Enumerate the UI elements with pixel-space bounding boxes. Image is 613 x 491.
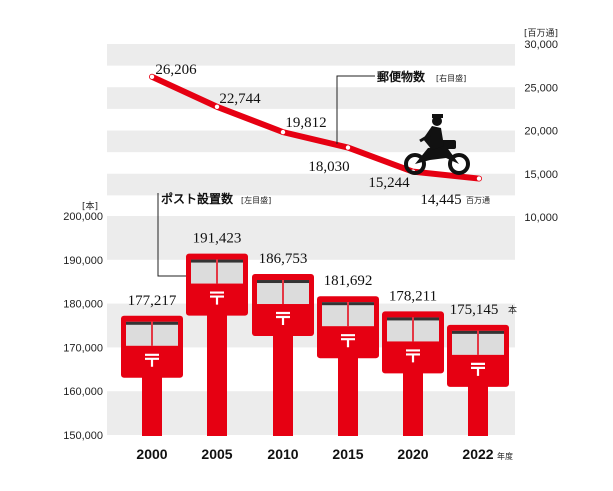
- line-series-axis-note: [右目盛]: [436, 73, 466, 83]
- bar-box-slot: [414, 317, 439, 321]
- bar-unit: 本: [508, 304, 517, 316]
- post-mark-icon: [341, 334, 355, 348]
- right-axis-unit: [百万通]: [524, 28, 558, 39]
- line-series-leader: [336, 75, 375, 144]
- post-mark-icon: [210, 291, 224, 305]
- bar-box-slot: [349, 302, 374, 306]
- left-axis-tick: 170,000: [63, 342, 103, 354]
- bar-value-label: 178,211: [389, 288, 437, 304]
- x-tick-label: 2010: [267, 446, 298, 462]
- bar-box-slot: [387, 317, 412, 321]
- line-value-label: 15,244: [368, 175, 410, 191]
- bar-box-slot: [452, 330, 477, 334]
- bar-box-slot: [284, 280, 309, 284]
- post-mark-icon: [145, 353, 159, 367]
- line-value-label: 26,206: [155, 62, 197, 78]
- bar-box-slot: [153, 321, 178, 325]
- line-point: [149, 74, 155, 80]
- bar-box-divider: [347, 302, 349, 327]
- bar-box-divider: [412, 317, 414, 342]
- bar-mailbox-2015: [317, 296, 379, 436]
- post-mark-icon: [406, 349, 420, 363]
- x-tick-label: 2022: [462, 446, 493, 462]
- left-axis-tick: 160,000: [63, 386, 103, 398]
- bar-mailbox-2022: [447, 324, 509, 436]
- bar-box-divider: [151, 321, 153, 346]
- line-value-label: 19,812: [285, 115, 326, 131]
- line-point: [476, 176, 482, 181]
- left-axis-unit: [本]: [82, 200, 98, 212]
- left-axis-tick: 180,000: [63, 299, 103, 311]
- line-point: [214, 104, 220, 109]
- grid-band: [107, 216, 515, 260]
- bar-post: [468, 384, 488, 436]
- bar-box-slot: [257, 280, 282, 284]
- bar-value-label: 177,217: [128, 293, 177, 309]
- bar-box-slot: [218, 259, 243, 263]
- bar-box-slot: [322, 302, 347, 306]
- bar-series-axis-note: [左目盛]: [241, 195, 271, 205]
- bar-post: [207, 313, 227, 436]
- bar-value-label: 175,145: [450, 302, 499, 318]
- post-mark-icon: [276, 311, 290, 326]
- x-tick-label: 2000: [136, 446, 167, 462]
- line-value-label: 22,744: [219, 91, 261, 107]
- bar-post: [273, 334, 293, 436]
- grid-band: [107, 173, 515, 196]
- grid-band: [107, 391, 515, 435]
- bar-box-divider: [477, 330, 479, 355]
- line-point: [345, 145, 351, 150]
- bar-box-slot: [191, 259, 216, 263]
- x-tick-label: 2005: [201, 446, 232, 462]
- bar-box-slot: [126, 321, 151, 325]
- line-unit: 百万通: [466, 195, 490, 205]
- bar-post: [142, 375, 162, 436]
- bar-box-divider: [216, 259, 218, 284]
- line-series-title: 郵便物数: [377, 69, 426, 84]
- x-axis-suffix: 年度: [497, 451, 513, 461]
- bar-mailbox-2010: [252, 274, 314, 436]
- left-axis-tick: 150,000: [63, 430, 103, 442]
- bar-box-divider: [282, 280, 284, 305]
- line-value-label: 14,445: [420, 192, 461, 208]
- bar-series-title: ポスト設置数: [161, 191, 234, 206]
- right-axis-tick: 20,000: [524, 126, 558, 138]
- bar-mailbox-2020: [382, 311, 444, 436]
- grid-band: [107, 87, 515, 109]
- line-value-label: 18,030: [308, 159, 349, 175]
- bar-value-label: 181,692: [324, 273, 373, 289]
- bar-value-label: 186,753: [259, 251, 308, 267]
- bar-post: [338, 356, 358, 436]
- left-axis-tick: 190,000: [63, 255, 103, 267]
- x-tick-label: 2015: [332, 446, 363, 462]
- grid-band: [107, 44, 515, 66]
- bar-post: [403, 371, 423, 436]
- x-tick-label: 2020: [397, 446, 428, 462]
- bar-series-leader: [157, 193, 186, 277]
- line-series-path: [149, 73, 482, 182]
- right-axis-tick: 30,000: [524, 39, 558, 51]
- bar-mailbox-2000: [121, 315, 183, 436]
- post-mark-icon: [471, 362, 485, 376]
- right-axis-tick: 15,000: [524, 169, 558, 181]
- left-axis-tick: 200,000: [63, 211, 103, 223]
- bar-box-slot: [479, 330, 504, 334]
- right-axis-tick: 10,000: [524, 212, 558, 224]
- right-axis-tick: 25,000: [524, 82, 558, 94]
- motorcycle-rider-icon: [404, 114, 470, 175]
- line-point: [280, 129, 286, 135]
- bar-value-label: 191,423: [193, 231, 242, 247]
- bar-mailbox-2005: [186, 253, 248, 436]
